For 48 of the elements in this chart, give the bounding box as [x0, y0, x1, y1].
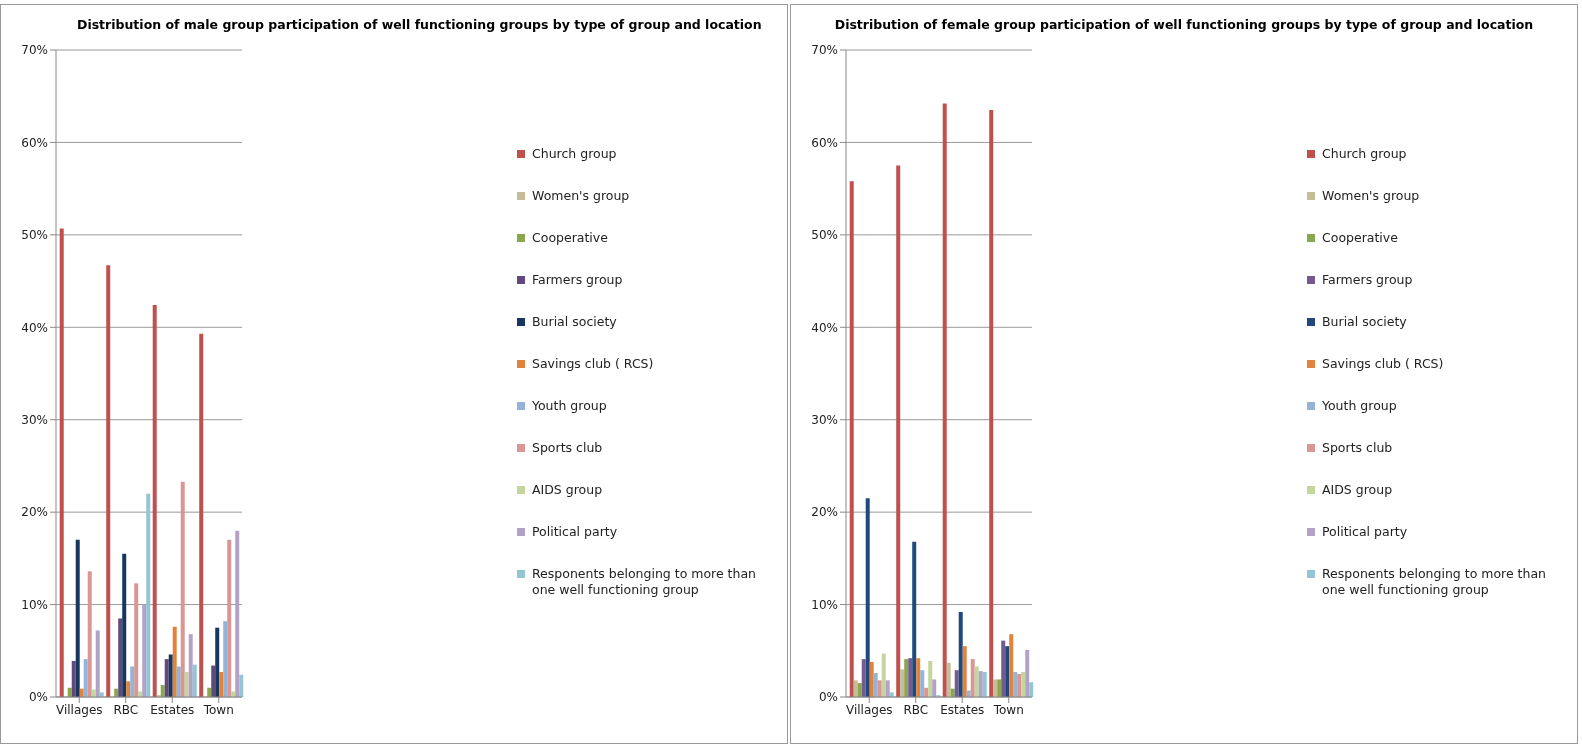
- legend-label: Savings club ( RCS): [1322, 355, 1444, 372]
- y-tick-label: 40%: [811, 320, 838, 335]
- legend-label: Burial society: [1322, 313, 1407, 330]
- text: Distribution of female group participation of well functioning groups by type of group and location: [833, 16, 1535, 32]
- x-tick-label: Villages: [55, 702, 103, 717]
- legend-label: Women's group: [532, 187, 630, 204]
- text: Distribution of male group participation of well functioning groups by type of group and location: [76, 16, 763, 32]
- y-tick-label: 30%: [811, 412, 838, 427]
- legend-label: AIDS group: [1322, 481, 1393, 498]
- y-tick-label: 70%: [21, 43, 48, 58]
- legend-label: Cooperative: [1322, 229, 1398, 246]
- y-tick-label: 60%: [811, 135, 838, 150]
- legend-label: Responents belonging to more than one well functioning group: [1322, 565, 1548, 598]
- legend-label: Cooperative: [532, 229, 608, 246]
- y-tick-label: 60%: [21, 135, 48, 150]
- x-tick-label: Estates: [150, 702, 195, 717]
- x-tick-label: RBC: [113, 702, 139, 717]
- legend-label: Farmers group: [532, 271, 623, 288]
- x-tick-label: Villages: [845, 702, 893, 717]
- y-tick-label: 50%: [811, 228, 838, 243]
- y-tick-label: 10%: [811, 597, 838, 612]
- y-tick-label: 50%: [21, 228, 48, 243]
- legend-label: Political party: [532, 523, 618, 540]
- y-tick-label: 20%: [811, 505, 838, 520]
- legend-label: Women's group: [1322, 187, 1420, 204]
- legend-label: Farmers group: [1322, 271, 1413, 288]
- y-tick-label: 0%: [818, 690, 838, 705]
- legend-label: Burial society: [532, 313, 617, 330]
- legend-label: Responents belonging to more than one well functioning group: [532, 565, 758, 598]
- y-tick-label: 0%: [28, 690, 48, 705]
- legend-label: Political party: [1322, 523, 1408, 540]
- legend-label: Church group: [532, 145, 617, 162]
- legend-label: Sports club: [532, 439, 603, 456]
- y-tick-label: 30%: [21, 412, 48, 427]
- y-tick-label: 70%: [811, 43, 838, 58]
- y-tick-label: 40%: [21, 320, 48, 335]
- y-tick-label: 10%: [21, 597, 48, 612]
- legend-label: Youth group: [1322, 397, 1397, 414]
- legend-label: AIDS group: [532, 481, 603, 498]
- legend-label: Savings club ( RCS): [532, 355, 654, 372]
- x-tick-label: Town: [992, 702, 1024, 717]
- x-tick-label: Estates: [940, 702, 985, 717]
- x-tick-label: Town: [202, 702, 234, 717]
- legend-label: Youth group: [532, 397, 607, 414]
- y-tick-label: 20%: [21, 505, 48, 520]
- legend-label: Church group: [1322, 145, 1407, 162]
- legend-label: Sports club: [1322, 439, 1393, 456]
- x-tick-label: RBC: [903, 702, 929, 717]
